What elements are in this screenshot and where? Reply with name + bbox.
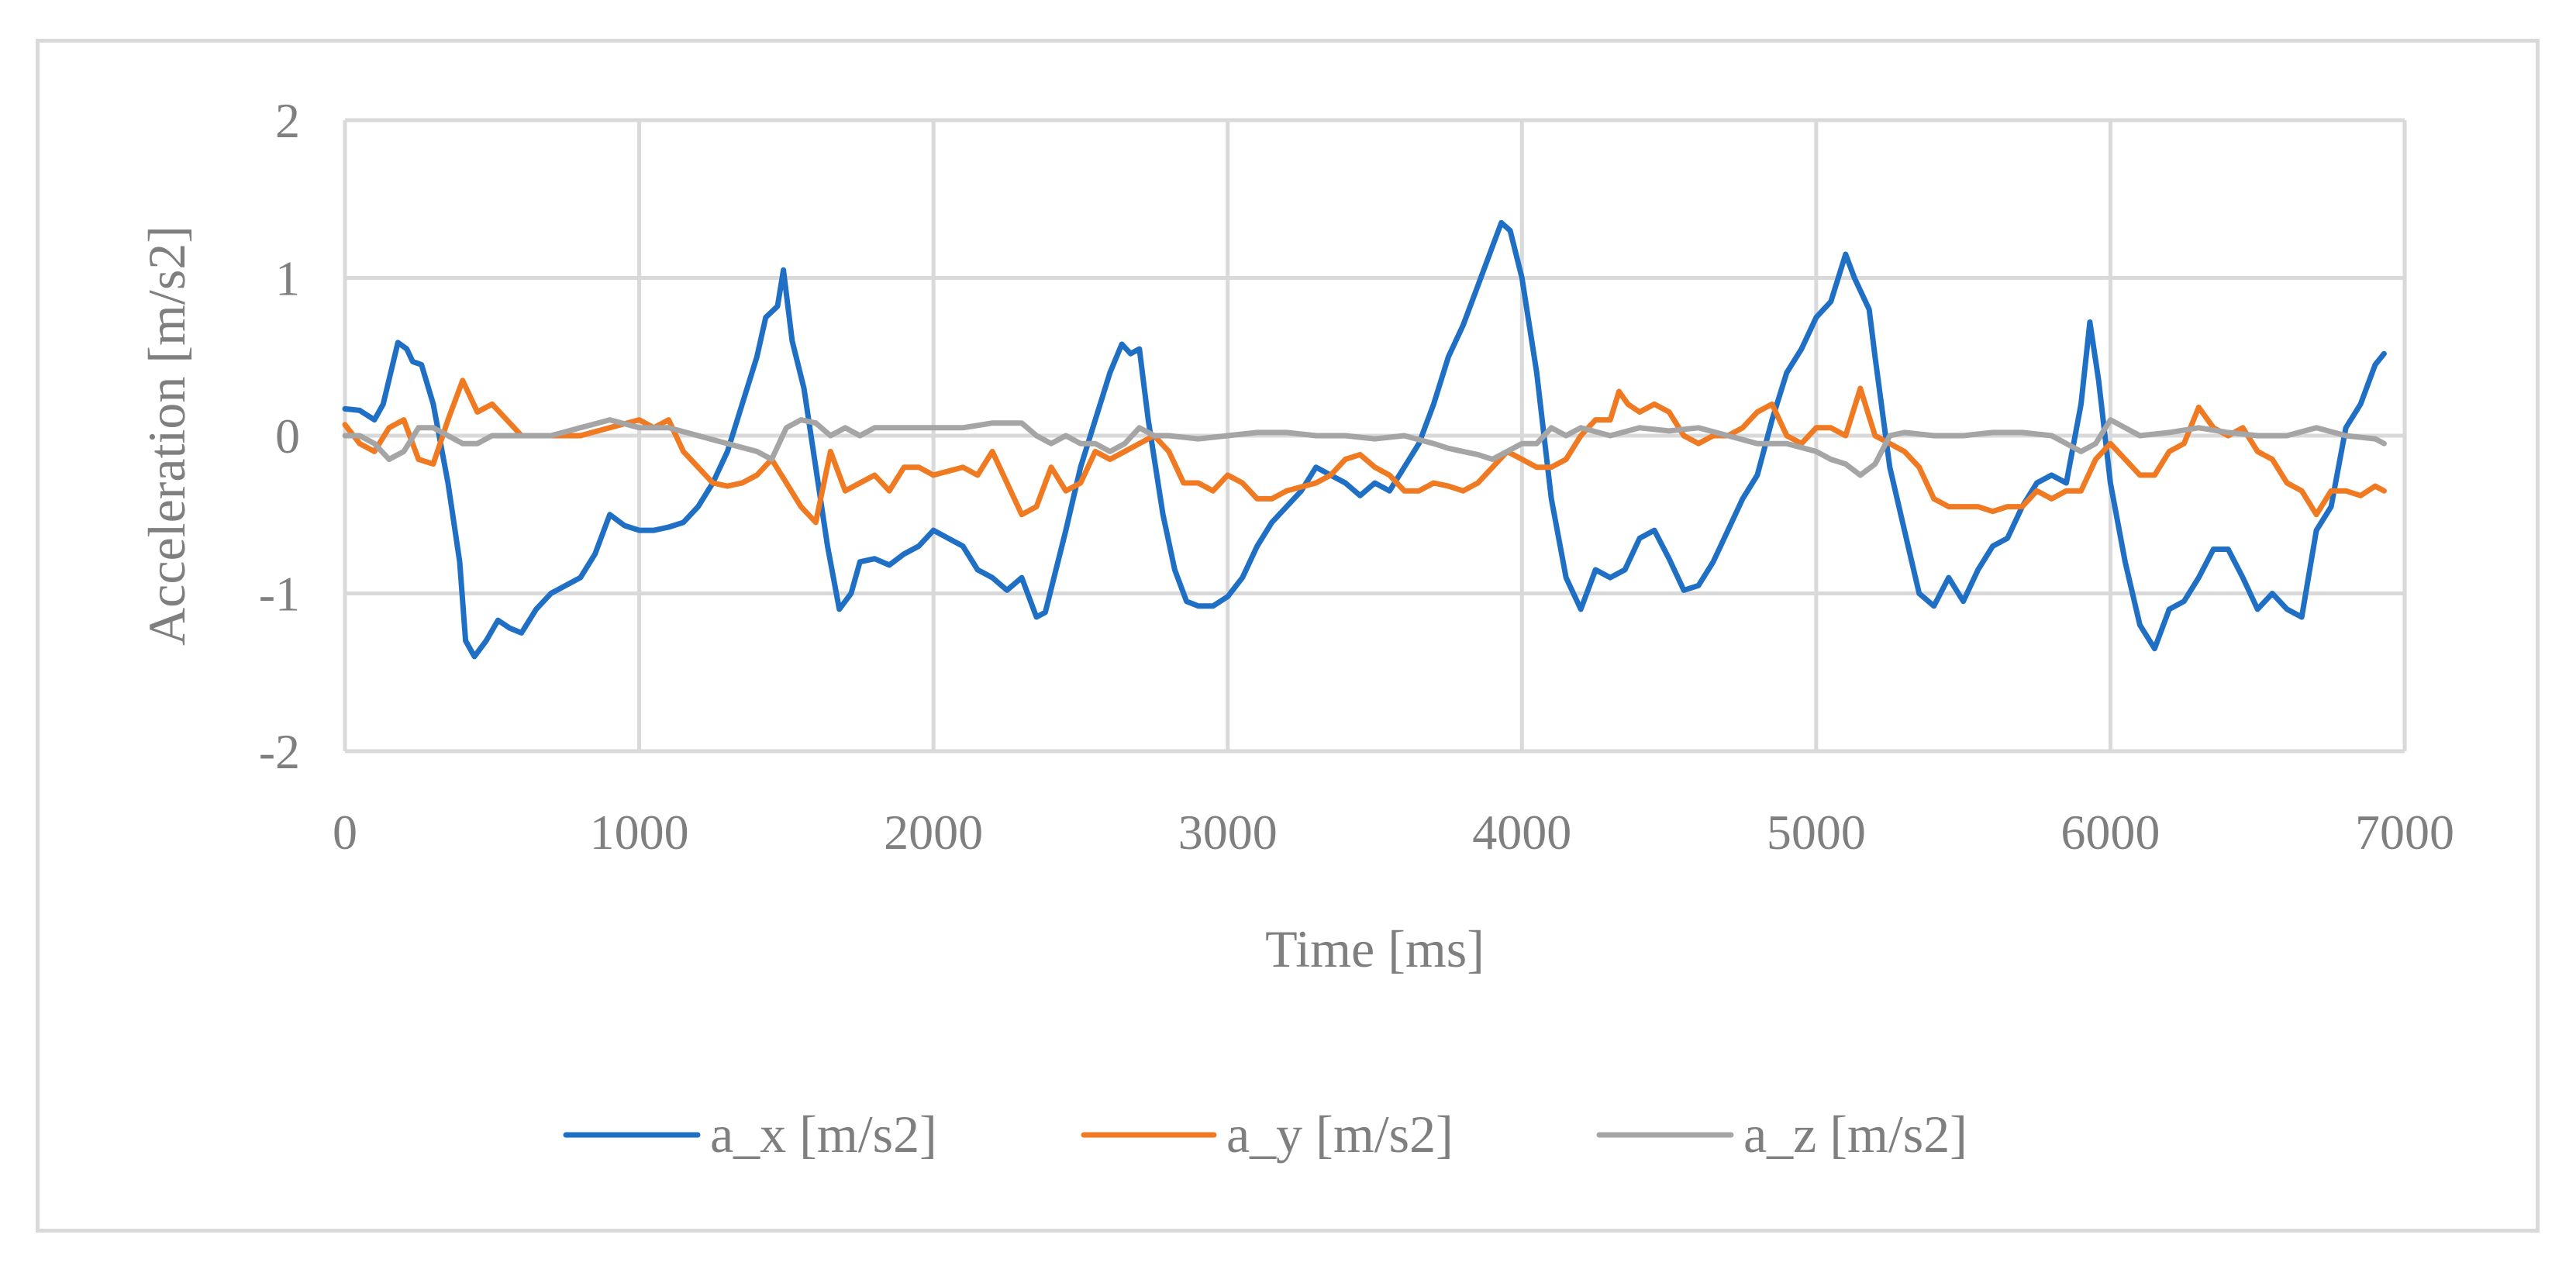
chart-frame	[36, 39, 2540, 1233]
x-tick-label: 5000	[1767, 805, 1866, 860]
x-tick-label: 1000	[590, 805, 689, 860]
x-tick-label: 3000	[1178, 805, 1278, 860]
y-tick-label: 0	[275, 409, 300, 464]
y-tick-label: 2	[275, 93, 300, 148]
tick-labels: -2 -1 0 1 2 0 1000 2000 3000 4000 5000 6000 7000	[259, 93, 2454, 860]
x-axis-title: Time [ms]	[1265, 919, 1485, 978]
y-tick-label: -1	[259, 567, 300, 622]
x-tick-label: 7000	[2355, 805, 2454, 860]
series-line	[342, 417, 2387, 478]
grid	[343, 118, 2407, 754]
y-tick-label: -2	[259, 724, 300, 779]
series-line	[342, 378, 2387, 526]
x-tick-label: 0	[333, 805, 357, 860]
legend-label: a_x [m/s2]	[710, 1105, 937, 1164]
legend-label: a_z [m/s2]	[1743, 1105, 1967, 1164]
x-tick-label: 6000	[2060, 805, 2160, 860]
x-tick-label: 4000	[1472, 805, 1571, 860]
legend: a_x [m/s2] a_y [m/s2] a_z [m/s2]	[563, 1105, 1967, 1164]
y-tick-label: 1	[275, 251, 300, 306]
series-lines	[342, 219, 2387, 660]
legend-label: a_y [m/s2]	[1226, 1105, 1454, 1164]
y-axis-title: Acceleration [m/s2]	[137, 226, 196, 646]
x-tick-label: 2000	[884, 805, 983, 860]
